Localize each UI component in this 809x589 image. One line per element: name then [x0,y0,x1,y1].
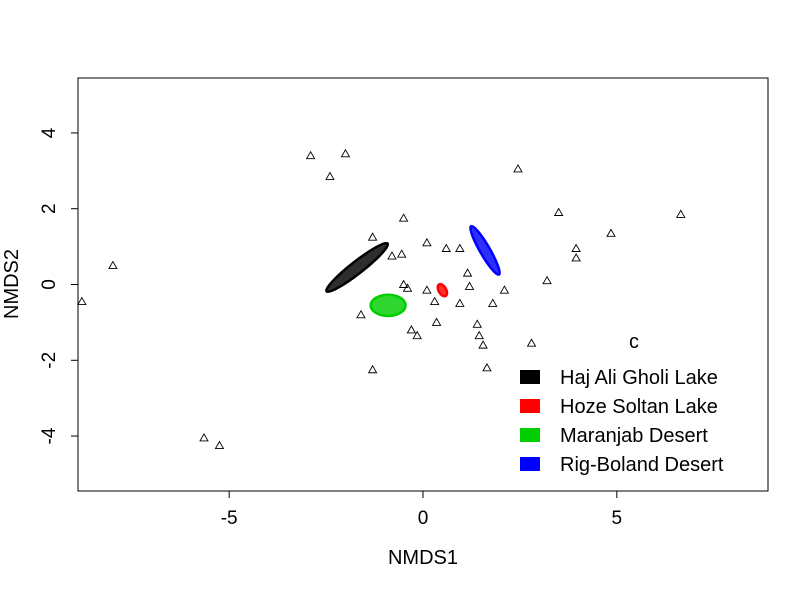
data-point-11 [398,279,409,288]
data-point-32 [513,164,523,173]
x-tick-label-0: -5 [221,508,238,529]
x-tick-label-2: 5 [612,508,623,529]
data-point-35 [553,207,564,216]
legend-title: c [629,331,639,353]
data-point-1 [108,260,118,270]
data-point-14 [406,325,417,334]
data-point-29 [482,362,492,372]
legend-swatch-2 [520,428,540,442]
data-point-6 [325,171,335,180]
data-point-8 [398,213,409,222]
legend-label-0: Haj Ali Gholi Lake [560,367,718,389]
data-point-5 [340,148,351,158]
data-point-16 [367,364,378,374]
data-point-39 [676,209,686,218]
data-point-9 [387,251,397,260]
legend-label-3: Rig-Boland Desert [560,454,724,476]
legend-swatch-0 [520,370,540,384]
data-point-36 [571,243,581,252]
data-point-37 [571,253,581,262]
data-point-28 [478,340,488,349]
legend-label-1: Hoze Soltan Lake [560,396,718,418]
x-axis-title: NMDS1 [388,547,458,569]
data-point-27 [474,330,484,340]
data-point-19 [455,243,465,252]
legend-swatch-1 [520,399,540,413]
y-tick-label-0: -4 [39,427,60,444]
ellipse-layer [325,224,501,318]
data-point-18 [441,243,452,252]
data-point-23 [455,298,465,307]
legend: c Haj Ali Gholi Lake Hoze Soltan Lake Mara… [520,331,724,476]
data-point-13 [356,309,366,319]
y-axis: -4 -2 0 2 4 [39,127,79,445]
data-point-17 [422,237,432,247]
data-point-24 [462,268,473,277]
y-tick-label-3: 2 [39,203,60,214]
ellipse-2 [369,293,407,318]
legend-label-2: Maranjab Desert [560,425,708,447]
data-point-12 [402,283,413,292]
data-point-3 [214,440,225,449]
data-point-25 [464,281,475,290]
y-tick-label-1: -2 [39,352,60,369]
x-tick-label-1: 0 [418,508,429,529]
x-axis: -5 0 5 [221,490,623,529]
y-tick-label-4: 4 [39,127,60,138]
data-point-21 [429,296,440,306]
data-point-26 [472,319,483,328]
data-point-33 [526,338,537,347]
point-layer [77,148,686,449]
legend-swatch-3 [520,457,540,471]
data-point-34 [542,275,552,285]
data-point-15 [412,330,422,340]
data-point-20 [422,285,432,294]
data-point-38 [606,228,616,237]
data-point-10 [396,249,407,258]
data-point-7 [367,232,378,241]
data-point-2 [199,433,209,442]
data-point-4 [305,150,316,160]
ellipse-0 [325,241,390,294]
data-point-30 [487,298,498,307]
y-tick-label-2: 0 [39,279,60,290]
data-point-31 [499,285,510,294]
y-axis-title: NMDS2 [1,249,23,319]
data-point-22 [431,317,442,326]
ellipse-1 [436,282,449,298]
ellipse-3 [469,224,501,276]
data-point-0 [77,296,87,306]
